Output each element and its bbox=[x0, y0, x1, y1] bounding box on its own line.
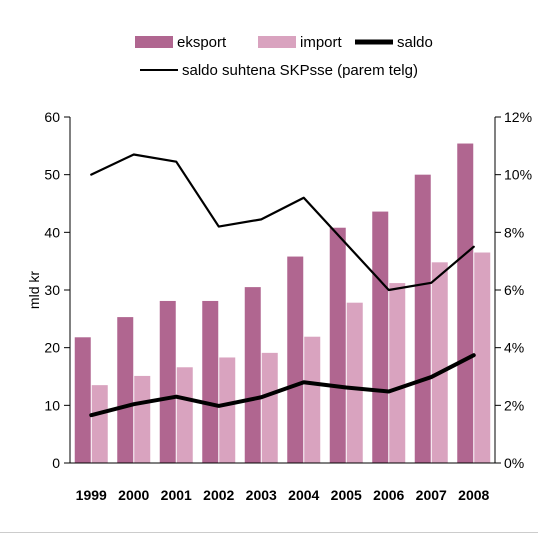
bar-import bbox=[261, 352, 278, 463]
bar-eksport bbox=[74, 337, 91, 463]
x-tick-label: 1999 bbox=[76, 487, 107, 503]
bar-eksport bbox=[287, 256, 304, 463]
x-tick-label: 2006 bbox=[373, 487, 404, 503]
x-tick-label: 2002 bbox=[203, 487, 234, 503]
y-axis-label: mld kr bbox=[26, 271, 42, 309]
bar-eksport bbox=[372, 211, 389, 463]
y-tick-label-left: 60 bbox=[44, 109, 60, 125]
bar-import bbox=[431, 262, 448, 463]
y-tick-label-left: 20 bbox=[44, 340, 60, 356]
legend-label: eksport bbox=[177, 34, 227, 51]
bars bbox=[74, 143, 491, 463]
y-tick-label-left: 30 bbox=[44, 282, 60, 298]
y-tick-label-right: 6% bbox=[504, 282, 524, 298]
bar-import bbox=[219, 357, 236, 463]
y-tick-label-right: 12% bbox=[504, 109, 532, 125]
bar-import bbox=[91, 385, 108, 463]
legend-swatch-eksport bbox=[135, 36, 173, 48]
y-tick-label-left: 50 bbox=[44, 167, 60, 183]
legend-swatch-import bbox=[258, 36, 296, 48]
y-tick-label-left: 40 bbox=[44, 224, 60, 240]
x-tick-label: 2007 bbox=[416, 487, 447, 503]
y-tick-label-left: 0 bbox=[52, 455, 60, 471]
bar-eksport bbox=[414, 174, 431, 463]
y-tick-label-right: 2% bbox=[504, 397, 524, 413]
legend-label: saldo bbox=[397, 34, 433, 51]
bar-import bbox=[389, 283, 406, 463]
bar-import bbox=[474, 252, 491, 463]
axes: 0 10 20 30 40 50 60 0% 2% 4% 6% 8% 10% 12% 1999 2000 200… bbox=[44, 109, 532, 503]
legend: eksport import saldo saldo suhtena SKPsse (… bbox=[135, 34, 433, 79]
x-tick-label: 2005 bbox=[331, 487, 362, 503]
x-tick-label: 2004 bbox=[288, 487, 319, 503]
x-tick-label: 2003 bbox=[246, 487, 277, 503]
y-tick-label-right: 10% bbox=[504, 167, 532, 183]
bar-eksport bbox=[244, 287, 261, 463]
y-tick-label-right: 8% bbox=[504, 224, 524, 240]
bar-eksport bbox=[202, 300, 219, 463]
legend-label: import bbox=[300, 34, 343, 51]
y-tick-label-right: 4% bbox=[504, 340, 524, 356]
line-saldo-gdp bbox=[90, 153, 475, 292]
bar-eksport bbox=[457, 143, 474, 463]
bar-import bbox=[176, 367, 193, 463]
bar-eksport bbox=[117, 317, 134, 463]
y-tick-label-left: 10 bbox=[44, 397, 60, 413]
bar-import bbox=[304, 336, 321, 463]
legend-label: saldo suhtena SKPsse (parem telg) bbox=[182, 62, 418, 79]
bar-import bbox=[134, 375, 151, 463]
bar-eksport bbox=[329, 227, 346, 463]
x-tick-label: 2000 bbox=[118, 487, 149, 503]
x-tick-label: 2001 bbox=[161, 487, 192, 503]
bar-import bbox=[346, 302, 363, 463]
y-tick-label-right: 0% bbox=[504, 455, 524, 471]
line-saldo bbox=[89, 353, 476, 418]
lines bbox=[89, 153, 476, 418]
bar-eksport bbox=[159, 300, 176, 463]
x-tick-label: 2008 bbox=[458, 487, 489, 503]
